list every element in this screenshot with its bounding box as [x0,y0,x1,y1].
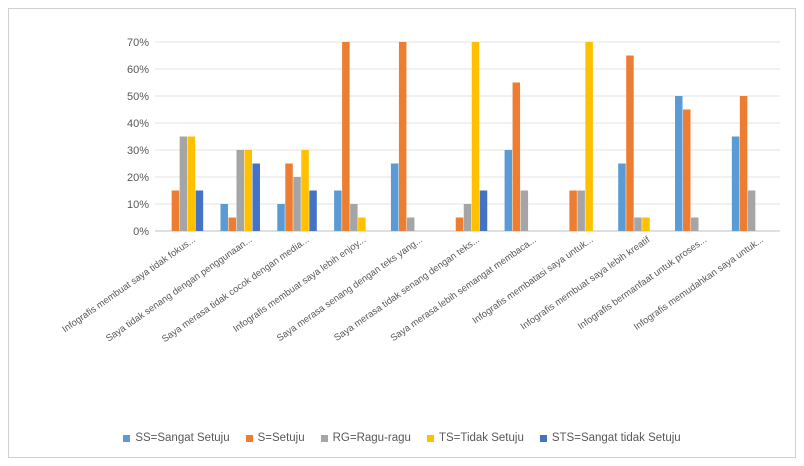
bar-rg [350,204,358,231]
y-tick-label: 50% [127,91,149,103]
legend-label: STS=Sangat tidak Setuju [551,432,681,444]
legend-swatch [539,434,547,442]
bar-ts [642,217,650,231]
bar-chart: 0%10%20%30%40%50%60%70%Infografis membua… [60,37,780,345]
bar-s [455,217,464,231]
bar-ss [618,163,626,231]
legend-swatch [426,434,434,442]
bar-rg [293,177,301,231]
bar-sts [309,190,317,231]
bar-ts [244,150,252,231]
bar-rg [634,217,642,231]
y-tick-label: 60% [127,64,149,76]
bar-rg [236,150,244,231]
bar-rg [577,190,585,231]
y-tick-label: 10% [127,199,149,211]
bar-s [626,55,634,231]
bar-s [285,163,293,231]
bar-s [739,96,748,231]
bar-ts [187,136,196,231]
bar-rg [691,217,699,231]
bar-ss [390,163,399,231]
bar-ss [504,150,513,231]
bar-ss [277,204,285,231]
y-tick-label: 20% [127,172,149,184]
bar-rg [463,204,472,231]
legend-item: STS=Sangat tidak Setuju [539,432,681,444]
bar-ss [675,96,683,231]
legend-swatch [320,434,328,442]
legend-label: RG=Ragu-ragu [332,432,411,444]
legend-swatch [123,434,131,442]
bar-rg [179,136,188,231]
bar-rg [406,217,415,231]
bar-ss [220,204,228,231]
y-tick-label: 40% [127,118,149,130]
legend-item: RG=Ragu-ragu [320,432,411,444]
bar-ts [585,42,593,231]
bar-rg [747,190,756,231]
bar-sts [195,190,204,231]
bar-sts [252,163,260,231]
bar-ts [301,150,309,231]
bar-s [342,42,350,231]
bar-rg [520,190,529,231]
legend-item: TS=Tidak Setuju [426,432,524,444]
bar-s [683,109,691,231]
legend-swatch [245,434,253,442]
bar-ts [358,217,366,231]
bar-s [398,42,407,231]
bar-s [569,190,577,231]
y-tick-label: 30% [127,145,149,157]
bar-ts [471,42,480,231]
legend-item: S=Setuju [245,432,305,444]
legend-label: SS=Sangat Setuju [135,432,230,444]
legend-item: SS=Sangat Setuju [123,432,230,444]
bar-sts [479,190,488,231]
chart-legend: SS=Sangat Setuju S=Setuju RG=Ragu-ragu TS=T… [0,432,804,444]
bar-ss [731,136,740,231]
legend-label: TS=Tidak Setuju [438,432,524,444]
legend-label: S=Setuju [257,432,305,444]
bar-ss [334,190,342,231]
y-tick-label: 70% [127,37,149,49]
bar-s [512,82,521,231]
bar-s [171,190,180,231]
y-tick-label: 0% [133,226,149,238]
bar-s [228,217,236,231]
